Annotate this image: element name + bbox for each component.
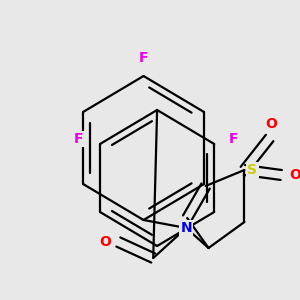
Text: O: O	[99, 235, 111, 249]
Text: N: N	[180, 221, 192, 235]
Text: S: S	[247, 163, 257, 177]
Text: F: F	[74, 132, 83, 146]
Text: O: O	[289, 168, 300, 182]
Text: O: O	[266, 117, 278, 131]
Text: F: F	[229, 132, 238, 146]
Text: F: F	[139, 51, 148, 65]
